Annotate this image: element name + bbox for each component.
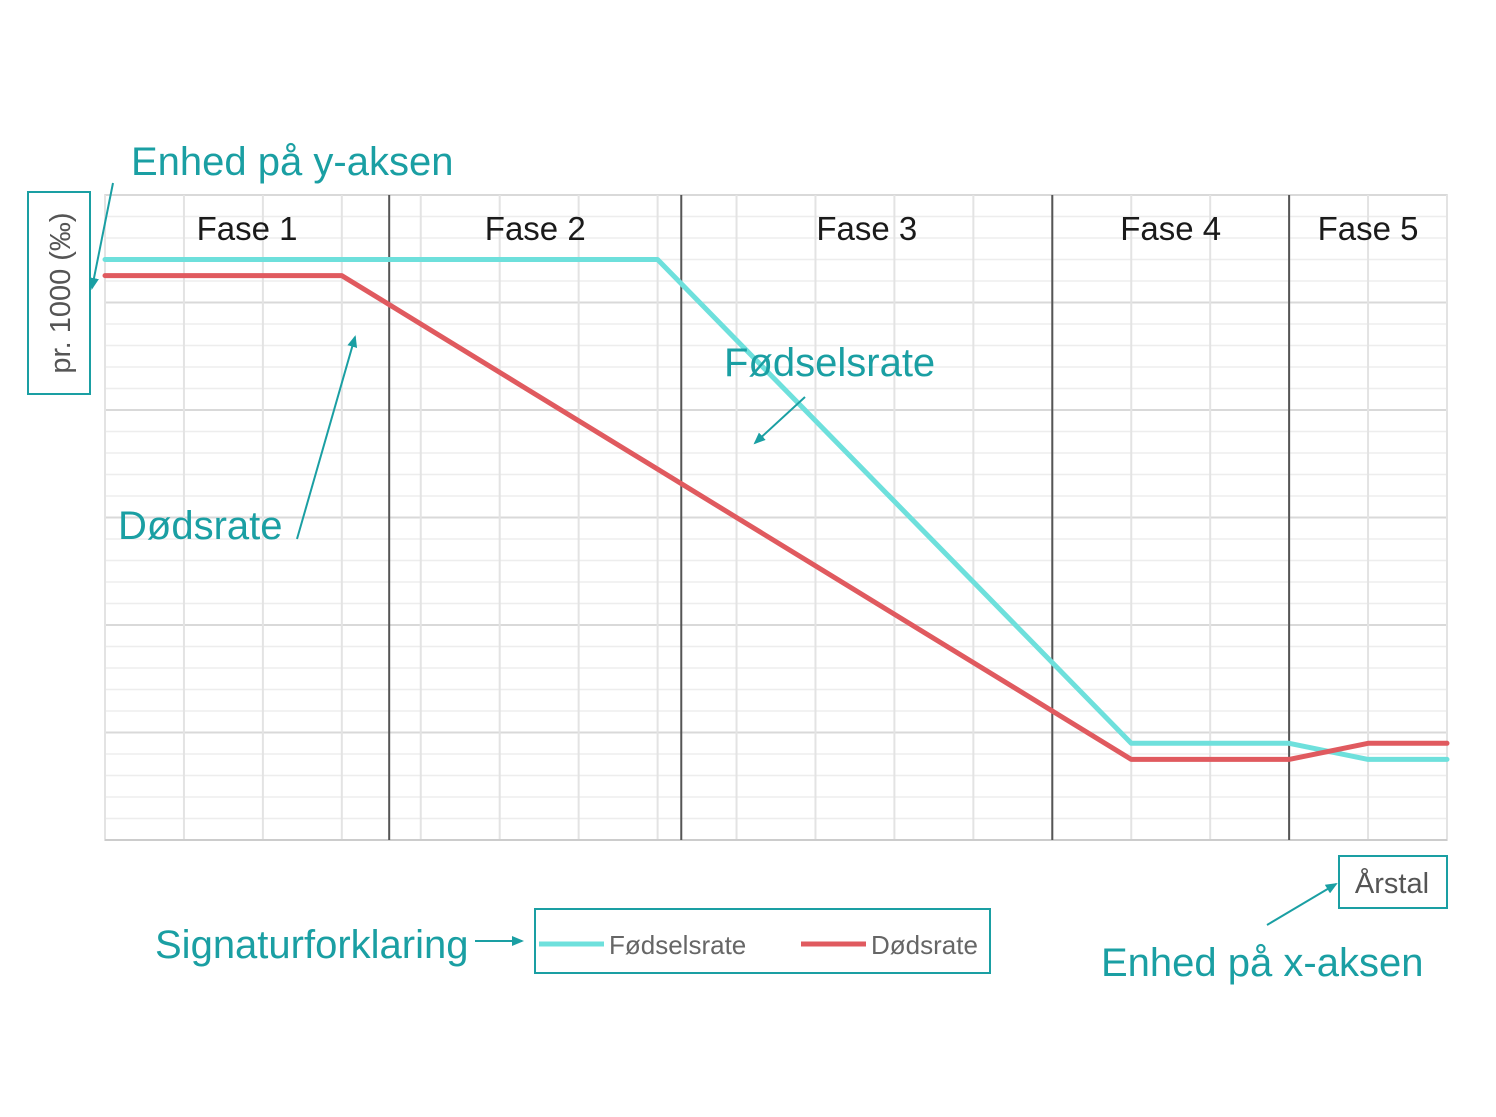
phase-label-2: Fase 2 bbox=[485, 210, 586, 247]
legend: Fødselsrate Dødsrate bbox=[534, 908, 991, 974]
series-lines bbox=[102, 257, 1450, 762]
x-unit-annotation: Enhed på x-aksen bbox=[1101, 941, 1423, 985]
phase-dividers bbox=[388, 195, 1291, 840]
phase-label-5: Fase 5 bbox=[1318, 210, 1419, 247]
birth-rate-annotation: Fødselsrate bbox=[724, 341, 935, 385]
birth-rate-line bbox=[102, 257, 1450, 762]
legend-annotation: Signaturforklaring bbox=[155, 923, 469, 967]
phase-label-4: Fase 4 bbox=[1120, 210, 1221, 247]
birth-rate-arrow bbox=[753, 396, 806, 445]
y-axis-label: pr. 1000 (‰) bbox=[45, 212, 77, 373]
phase-labels: Fase 1 Fase 2 Fase 3 Fase 4 Fase 5 bbox=[197, 210, 1419, 247]
y-axis-label-box bbox=[27, 191, 91, 395]
x-unit-arrow bbox=[1266, 882, 1338, 926]
x-axis-label-box bbox=[1338, 855, 1448, 909]
legend-label-death-rate: Dødsrate bbox=[871, 930, 978, 960]
phase-label-1: Fase 1 bbox=[197, 210, 298, 247]
x-axis-label: Årstal bbox=[1355, 867, 1429, 900]
death-rate-arrow bbox=[296, 335, 358, 540]
legend-label-birth-rate: Fødselsrate bbox=[609, 930, 746, 960]
y-unit-arrow bbox=[89, 182, 114, 290]
phase-label-3: Fase 3 bbox=[816, 210, 917, 247]
death-rate-annotation: Dødsrate bbox=[118, 504, 283, 548]
plot-grid bbox=[104, 193, 1448, 841]
death-rate-line bbox=[102, 273, 1450, 762]
y-unit-annotation: Enhed på y-aksen bbox=[131, 140, 453, 184]
legend-box bbox=[534, 908, 991, 974]
